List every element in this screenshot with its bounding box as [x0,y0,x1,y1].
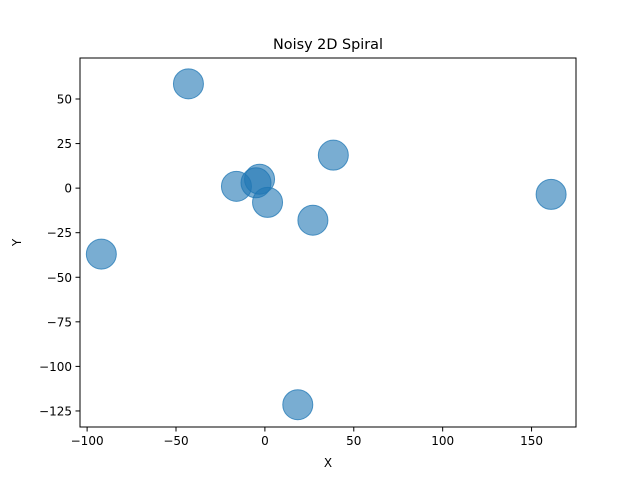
y-tick-label: 50 [57,93,72,107]
points-layer [85,68,567,421]
x-tick-label: 0 [261,434,269,448]
y-tick-label: 0 [64,182,72,196]
x-tick-label: 50 [346,434,361,448]
data-point [252,186,284,218]
data-point [535,178,567,210]
data-point [297,204,329,236]
y-tick-label: 25 [57,137,72,151]
x-tick-label: 100 [431,434,454,448]
y-axis-label: Y [10,238,24,247]
data-point [172,68,204,100]
y-tick-label: −125 [39,404,72,418]
plot-frame [79,57,577,428]
data-point [317,139,349,171]
y-axis: −125 −100 −75 −50 −25 0 25 50 [39,93,80,418]
x-tick-label: −100 [71,434,104,448]
y-tick-label: −75 [47,315,72,329]
data-point [85,238,117,270]
x-axis: −100 −50 0 50 100 150 [71,427,543,448]
y-tick-label: −100 [39,360,72,374]
y-tick-label: −25 [47,226,72,240]
x-tick-label: 150 [520,434,543,448]
y-tick-label: −50 [47,271,72,285]
data-point [282,389,314,421]
x-axis-label: X [324,456,332,470]
chart-title: Noisy 2D Spiral [273,37,383,53]
x-tick-label: −50 [163,434,188,448]
plot-area [80,58,576,427]
